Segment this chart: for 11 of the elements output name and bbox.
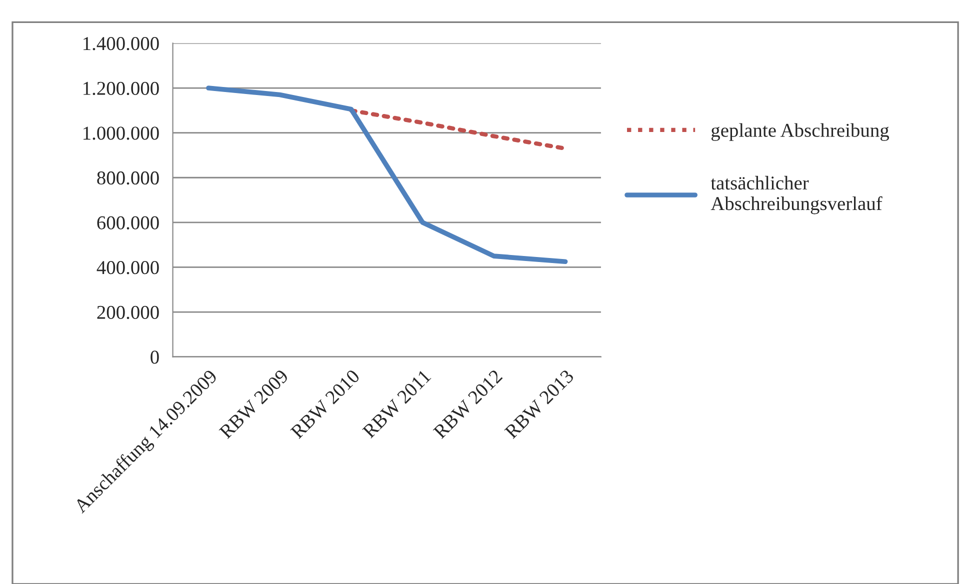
legend-label: geplante Abschreibung <box>711 123 889 141</box>
y-tick-label: 1.000.000 <box>84 126 159 140</box>
y-tick-label: 400.000 <box>96 261 159 274</box>
y-tick-label: 1.200.000 <box>84 82 159 96</box>
y-tick-label: 200.000 <box>97 306 159 320</box>
legend-label: tatsächlicher Abschreibungsverlauf <box>710 176 882 214</box>
line-series <box>206 86 568 264</box>
y-tick-label: 600.000 <box>97 216 159 230</box>
y-tick-label: 1.400.000 <box>84 37 159 50</box>
y-tick-label: 0 <box>150 350 159 364</box>
y-tick-label: 800.000 <box>97 171 159 185</box>
